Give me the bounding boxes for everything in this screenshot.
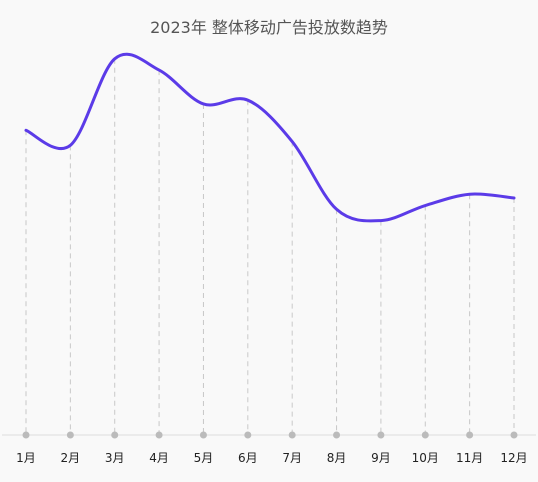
chart-title: 2023年 整体移动广告投放数趋势 [150, 18, 388, 37]
x-tick-label: 3月 [105, 451, 125, 465]
x-tick-label: 12月 [500, 451, 527, 465]
axis-marker [333, 431, 341, 439]
axis-marker [421, 431, 429, 439]
x-tick-label: 1月 [16, 451, 36, 465]
x-tick-label: 10月 [412, 451, 439, 465]
axis-marker [466, 431, 474, 439]
axis-marker [288, 431, 296, 439]
x-tick-labels: 1月 2月 3月 4月 5月 6月 7月 8月 9月 10月 11月 12月 [16, 451, 527, 465]
x-tick-label: 5月 [194, 451, 214, 465]
axis-marker [510, 431, 518, 439]
axis-marker [199, 431, 207, 439]
axis-marker [22, 431, 30, 439]
axis-marker [155, 431, 163, 439]
x-tick-label: 11月 [456, 451, 483, 465]
x-tick-label: 6月 [238, 451, 258, 465]
x-tick-label: 7月 [282, 451, 302, 465]
x-tick-label: 4月 [149, 451, 169, 465]
x-tick-label: 2月 [61, 451, 81, 465]
series-line [24, 52, 516, 223]
axis-marker [111, 431, 119, 439]
axis-marker [377, 431, 385, 439]
x-tick-label: 9月 [371, 451, 391, 465]
axis-marker [66, 431, 74, 439]
axis-markers [22, 431, 518, 439]
x-tick-label: 8月 [327, 451, 347, 465]
drop-lines [25, 58, 515, 435]
axis-marker [244, 431, 252, 439]
